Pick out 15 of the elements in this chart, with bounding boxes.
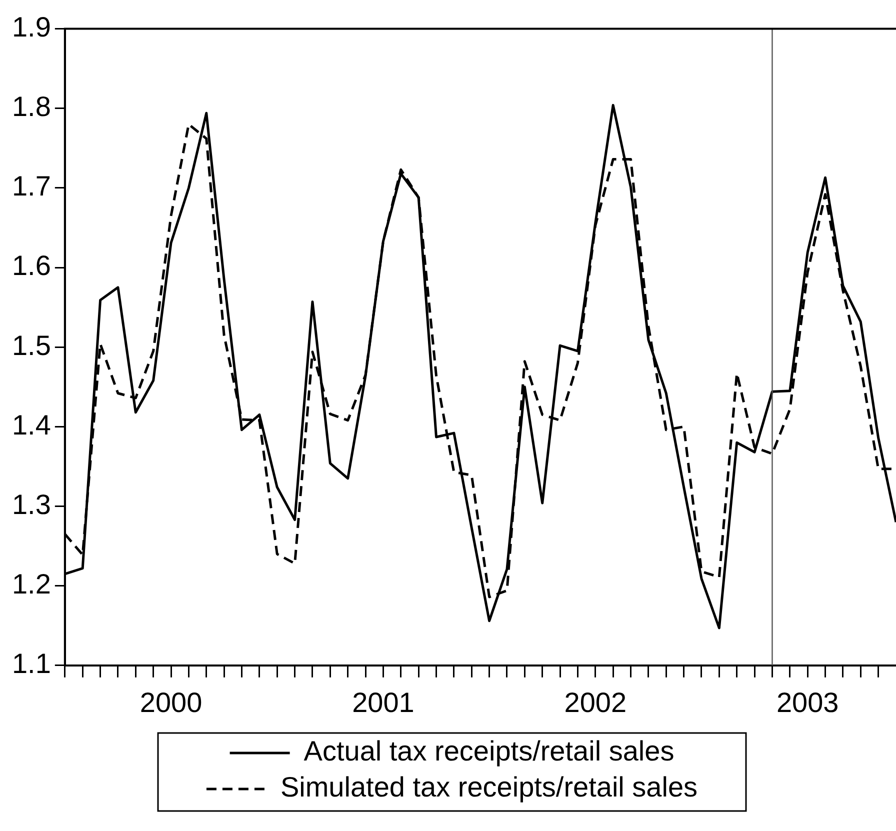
legend-label: Actual tax receipts/retail sales: [304, 736, 674, 767]
y-tick-label: 1.3: [12, 488, 51, 520]
x-tick-label: 2000: [140, 686, 202, 718]
y-tick-label: 1.7: [12, 170, 51, 202]
legend-label: Simulated tax receipts/retail sales: [280, 772, 698, 803]
y-tick-label: 1.6: [12, 250, 51, 282]
x-tick-label: 2001: [352, 686, 414, 718]
y-tick-label: 1.1: [12, 648, 51, 680]
x-tick-label: 2002: [564, 686, 627, 718]
y-tick-label: 1.2: [12, 568, 51, 600]
y-tick-label: 1.8: [12, 91, 51, 122]
y-tick-label: 1.9: [12, 12, 51, 43]
x-tick-label: 2003: [776, 686, 839, 718]
y-tick-label: 1.5: [12, 330, 51, 361]
y-tick-label: 1.4: [12, 409, 51, 440]
